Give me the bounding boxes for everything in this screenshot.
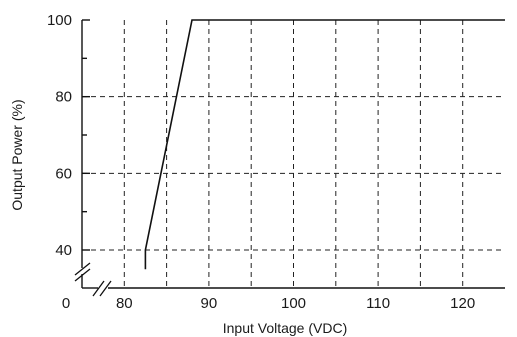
y-tick-label-60: 60 bbox=[55, 165, 72, 182]
x-axis-break-mark-2 bbox=[99, 280, 112, 297]
y-tick-labels: 40 60 80 100 bbox=[47, 12, 72, 259]
axes bbox=[81, 19, 505, 289]
y-tick-label-80: 80 bbox=[55, 89, 72, 106]
y-tick-label-40: 40 bbox=[55, 242, 72, 259]
y-tick-label-100: 100 bbox=[47, 12, 72, 29]
series-layer bbox=[144, 19, 505, 270]
origin-label: 0 bbox=[62, 295, 70, 312]
x-tick-label-100: 100 bbox=[281, 295, 306, 312]
x-axis-break-mark-1 bbox=[92, 280, 105, 297]
x-tick-label-90: 90 bbox=[201, 295, 218, 312]
x-tick-label-120: 120 bbox=[450, 295, 475, 312]
x-tick-label-80: 80 bbox=[116, 295, 133, 312]
x-tick-label-110: 110 bbox=[366, 295, 390, 312]
x-axis-title: Input Voltage (VDC) bbox=[223, 320, 348, 336]
x-tick-labels: 80 90 100 110 120 bbox=[116, 295, 475, 312]
axis-break-marks bbox=[74, 262, 112, 297]
series-line-0 bbox=[144, 19, 505, 270]
y-axis-title: Output Power (%) bbox=[9, 99, 25, 210]
y-axis-break-mark-1 bbox=[74, 262, 91, 276]
grid-lines bbox=[82, 20, 505, 288]
y-axis-break-mark-2 bbox=[74, 268, 91, 282]
